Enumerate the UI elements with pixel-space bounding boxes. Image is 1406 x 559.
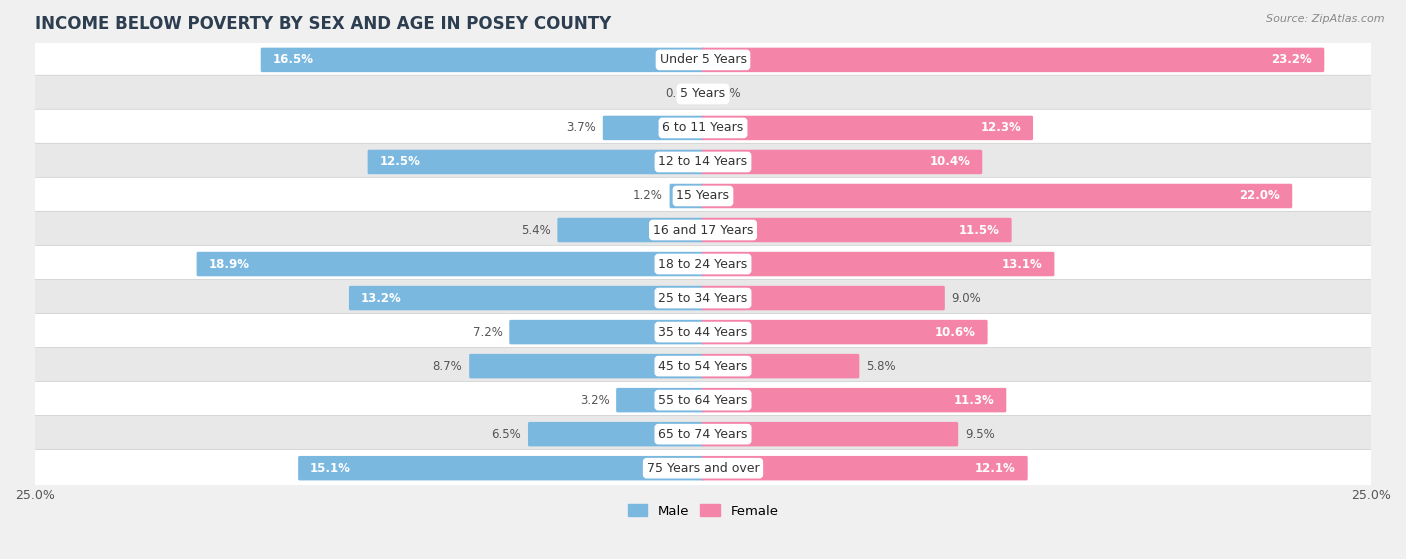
- FancyBboxPatch shape: [603, 116, 704, 140]
- Text: 65 to 74 Years: 65 to 74 Years: [658, 428, 748, 440]
- Text: 25 to 34 Years: 25 to 34 Years: [658, 292, 748, 305]
- FancyBboxPatch shape: [34, 449, 1372, 487]
- Text: 75 Years and over: 75 Years and over: [647, 462, 759, 475]
- FancyBboxPatch shape: [34, 245, 1372, 283]
- Text: 15.1%: 15.1%: [311, 462, 352, 475]
- FancyBboxPatch shape: [34, 41, 1372, 79]
- FancyBboxPatch shape: [34, 177, 1372, 215]
- FancyBboxPatch shape: [669, 184, 704, 209]
- Text: 5.4%: 5.4%: [522, 224, 551, 236]
- FancyBboxPatch shape: [34, 347, 1372, 385]
- FancyBboxPatch shape: [470, 354, 704, 378]
- Text: 6 to 11 Years: 6 to 11 Years: [662, 121, 744, 135]
- Text: Source: ZipAtlas.com: Source: ZipAtlas.com: [1267, 14, 1385, 24]
- Text: 45 to 54 Years: 45 to 54 Years: [658, 359, 748, 373]
- Text: 22.0%: 22.0%: [1240, 190, 1281, 202]
- FancyBboxPatch shape: [702, 48, 1324, 72]
- FancyBboxPatch shape: [34, 143, 1372, 181]
- Text: 23.2%: 23.2%: [1271, 54, 1312, 67]
- Text: 8.7%: 8.7%: [433, 359, 463, 373]
- FancyBboxPatch shape: [702, 252, 1054, 276]
- Text: 3.2%: 3.2%: [579, 394, 609, 406]
- FancyBboxPatch shape: [557, 218, 704, 242]
- Text: 9.0%: 9.0%: [952, 292, 981, 305]
- Text: 16 and 17 Years: 16 and 17 Years: [652, 224, 754, 236]
- FancyBboxPatch shape: [34, 280, 1372, 317]
- Text: 5.8%: 5.8%: [866, 359, 896, 373]
- Text: 15 Years: 15 Years: [676, 190, 730, 202]
- FancyBboxPatch shape: [616, 388, 704, 413]
- FancyBboxPatch shape: [702, 456, 1028, 480]
- Text: 10.6%: 10.6%: [935, 325, 976, 339]
- FancyBboxPatch shape: [702, 320, 987, 344]
- Text: 12.1%: 12.1%: [974, 462, 1015, 475]
- Text: 12.3%: 12.3%: [980, 121, 1021, 135]
- FancyBboxPatch shape: [509, 320, 704, 344]
- Text: 0.0%: 0.0%: [665, 87, 695, 101]
- FancyBboxPatch shape: [529, 422, 704, 447]
- FancyBboxPatch shape: [34, 75, 1372, 112]
- FancyBboxPatch shape: [260, 48, 704, 72]
- Text: 11.5%: 11.5%: [959, 224, 1000, 236]
- Text: INCOME BELOW POVERTY BY SEX AND AGE IN POSEY COUNTY: INCOME BELOW POVERTY BY SEX AND AGE IN P…: [35, 15, 612, 33]
- Text: 18 to 24 Years: 18 to 24 Years: [658, 258, 748, 271]
- Text: Under 5 Years: Under 5 Years: [659, 54, 747, 67]
- Text: 12.5%: 12.5%: [380, 155, 420, 168]
- Text: 12 to 14 Years: 12 to 14 Years: [658, 155, 748, 168]
- FancyBboxPatch shape: [702, 286, 945, 310]
- FancyBboxPatch shape: [34, 415, 1372, 453]
- Text: 10.4%: 10.4%: [929, 155, 970, 168]
- Text: 13.2%: 13.2%: [361, 292, 402, 305]
- Text: 18.9%: 18.9%: [208, 258, 250, 271]
- Text: 55 to 64 Years: 55 to 64 Years: [658, 394, 748, 406]
- Text: 16.5%: 16.5%: [273, 54, 314, 67]
- FancyBboxPatch shape: [702, 388, 1007, 413]
- FancyBboxPatch shape: [34, 314, 1372, 351]
- Text: 7.2%: 7.2%: [472, 325, 502, 339]
- FancyBboxPatch shape: [34, 109, 1372, 146]
- FancyBboxPatch shape: [702, 150, 983, 174]
- Text: 6.5%: 6.5%: [492, 428, 522, 440]
- FancyBboxPatch shape: [298, 456, 704, 480]
- FancyBboxPatch shape: [34, 211, 1372, 249]
- FancyBboxPatch shape: [367, 150, 704, 174]
- Text: 1.2%: 1.2%: [633, 190, 662, 202]
- Text: 11.3%: 11.3%: [953, 394, 994, 406]
- Text: 0.0%: 0.0%: [711, 87, 741, 101]
- FancyBboxPatch shape: [197, 252, 704, 276]
- FancyBboxPatch shape: [349, 286, 704, 310]
- FancyBboxPatch shape: [702, 218, 1012, 242]
- Text: 9.5%: 9.5%: [965, 428, 994, 440]
- Text: 13.1%: 13.1%: [1001, 258, 1042, 271]
- FancyBboxPatch shape: [702, 354, 859, 378]
- FancyBboxPatch shape: [702, 184, 1292, 209]
- Legend: Male, Female: Male, Female: [623, 499, 783, 523]
- Text: 3.7%: 3.7%: [567, 121, 596, 135]
- Text: 5 Years: 5 Years: [681, 87, 725, 101]
- FancyBboxPatch shape: [702, 422, 959, 447]
- FancyBboxPatch shape: [702, 116, 1033, 140]
- Text: 35 to 44 Years: 35 to 44 Years: [658, 325, 748, 339]
- FancyBboxPatch shape: [34, 381, 1372, 419]
